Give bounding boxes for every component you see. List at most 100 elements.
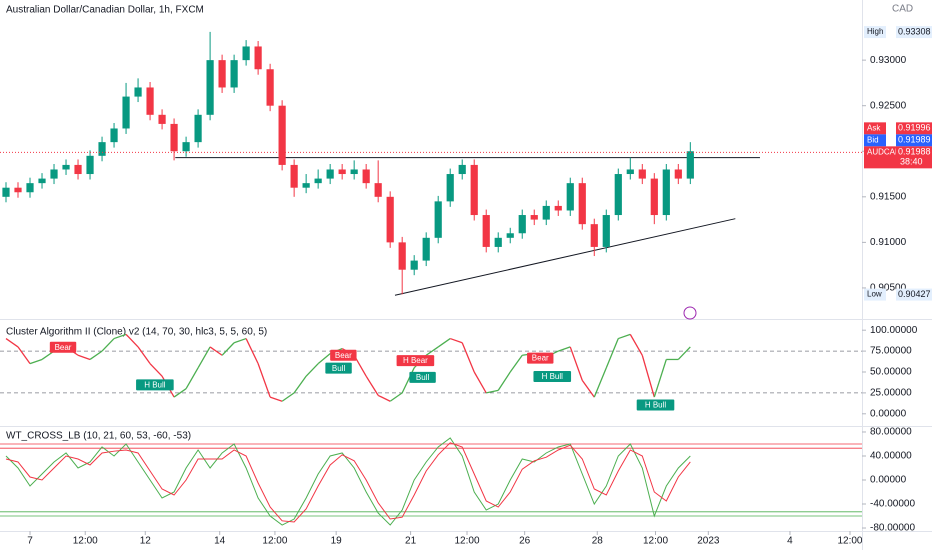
candle-body bbox=[470, 164, 478, 216]
candle-body bbox=[398, 242, 406, 270]
indicator-segment bbox=[29, 358, 43, 365]
x-tick-label: 7 bbox=[27, 536, 33, 547]
indicator-segment bbox=[185, 367, 199, 390]
y-tick-label: 0.91000 bbox=[870, 237, 907, 248]
wt-line bbox=[5, 442, 691, 523]
indicator-segment bbox=[149, 363, 163, 377]
indicator-segment bbox=[257, 363, 271, 398]
candle-body bbox=[254, 46, 262, 70]
indicator-title: WT_CROSS_LB (10, 21, 60, 53, -60, -53) bbox=[6, 431, 191, 442]
price-tag: 0.91989 bbox=[898, 135, 931, 145]
indicator-segment bbox=[281, 392, 295, 402]
indicator-segment bbox=[17, 346, 31, 365]
indicator-segment bbox=[497, 371, 511, 391]
signal-label-bg bbox=[527, 352, 554, 364]
currency-label: CAD bbox=[892, 4, 913, 15]
wt-line bbox=[5, 437, 691, 526]
signal-label-bg bbox=[533, 371, 572, 383]
y-tick-label: -40.00000 bbox=[870, 499, 915, 510]
x-tick-label: 28 bbox=[592, 536, 604, 547]
price-tag-label-bg bbox=[864, 122, 886, 135]
price-tag-bg bbox=[896, 134, 932, 147]
candle-body bbox=[2, 187, 10, 197]
candle-body bbox=[566, 183, 574, 211]
candle-body bbox=[350, 169, 358, 175]
signal-label-bg bbox=[636, 399, 675, 411]
candle-body bbox=[38, 178, 46, 184]
y-tick-label: 100.00000 bbox=[870, 325, 918, 336]
candle-body bbox=[230, 60, 238, 88]
candle-body bbox=[554, 205, 562, 211]
candle-body bbox=[338, 169, 346, 175]
candle-body bbox=[74, 164, 82, 175]
candle-body bbox=[494, 237, 502, 247]
y-tick-label: 75.00000 bbox=[870, 346, 912, 357]
x-tick-label: 12:00 bbox=[643, 536, 668, 547]
signal-label: H Bull bbox=[645, 401, 667, 410]
price-tag: 0.90427 bbox=[898, 289, 931, 299]
event-icon[interactable] bbox=[683, 306, 697, 320]
candle-body bbox=[674, 169, 682, 179]
indicator-segment bbox=[365, 375, 379, 396]
price-tag: 0.91996 bbox=[898, 123, 931, 133]
chart-title: Australian Dollar/Canadian Dollar, 1h, F… bbox=[6, 5, 204, 16]
candle-body bbox=[242, 46, 250, 61]
price-tag-bg bbox=[896, 288, 932, 301]
indicator-segment bbox=[173, 388, 187, 398]
indicator-segment bbox=[113, 333, 127, 340]
x-tick-label: 26 bbox=[519, 536, 531, 547]
price-tag-label-bg bbox=[864, 134, 886, 147]
candle-body bbox=[302, 183, 310, 188]
signal-label: H Bull bbox=[144, 380, 166, 389]
candle-body bbox=[266, 69, 274, 106]
candle-body bbox=[86, 155, 94, 175]
y-tick-label: 0.93000 bbox=[870, 55, 907, 66]
candle-body bbox=[362, 169, 370, 184]
signal-label-bg bbox=[409, 371, 436, 383]
x-tick-label: 14 bbox=[214, 536, 226, 547]
candle-body bbox=[290, 164, 298, 188]
signal-label: H Bear bbox=[403, 356, 428, 365]
candle-body bbox=[314, 178, 322, 184]
indicator-segment bbox=[569, 346, 583, 381]
y-tick-label: 0.00000 bbox=[870, 408, 907, 419]
indicator-segment bbox=[77, 354, 91, 361]
x-tick-label: 12:00 bbox=[837, 536, 862, 547]
candle-body bbox=[326, 169, 334, 179]
candle-body bbox=[482, 215, 490, 247]
y-tick-label: 0.92500 bbox=[870, 100, 907, 111]
indicator-segment bbox=[221, 342, 235, 356]
y-tick-label: 0.00000 bbox=[870, 475, 907, 486]
price-tag-label-bg bbox=[864, 288, 886, 301]
x-tick-label: 12:00 bbox=[455, 536, 480, 547]
indicator-segment bbox=[101, 338, 115, 352]
candle-body bbox=[98, 142, 106, 156]
candle-body bbox=[158, 114, 166, 124]
candle-body bbox=[626, 169, 634, 175]
indicator-segment bbox=[425, 346, 439, 356]
indicator-segment bbox=[293, 375, 307, 394]
candle-body bbox=[62, 164, 70, 170]
candle-body bbox=[110, 128, 118, 143]
x-tick-label: 12:00 bbox=[73, 536, 98, 547]
candle-body bbox=[146, 87, 154, 115]
candle-body bbox=[458, 164, 466, 175]
y-tick-label: -80.00000 bbox=[870, 523, 915, 534]
candle-body bbox=[602, 215, 610, 247]
indicator-segment bbox=[629, 334, 643, 356]
indicator-segment bbox=[618, 333, 631, 340]
y-tick-label: 0.91500 bbox=[870, 191, 907, 202]
x-tick-label: 19 bbox=[331, 536, 343, 547]
signal-label-bg bbox=[136, 379, 174, 391]
signal-label: Bull bbox=[332, 364, 346, 373]
candle-body bbox=[218, 60, 226, 88]
x-tick-label: 12:00 bbox=[262, 536, 287, 547]
price-tag-label: AUDCAD bbox=[867, 147, 901, 156]
indicator-segment bbox=[305, 363, 319, 377]
candle-body bbox=[638, 169, 646, 179]
signal-label: Bull bbox=[416, 373, 430, 382]
x-tick-label: 21 bbox=[405, 536, 417, 547]
indicator-segment bbox=[449, 337, 463, 344]
